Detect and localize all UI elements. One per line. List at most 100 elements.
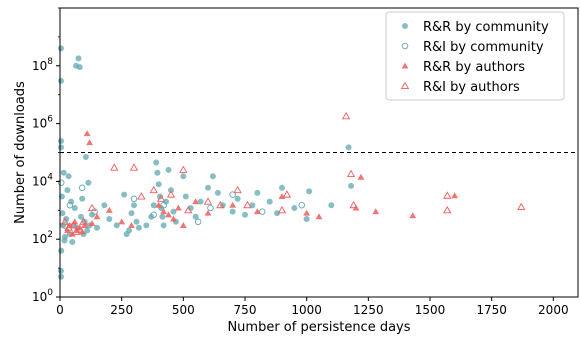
data-point — [66, 201, 74, 209]
data-point — [58, 137, 64, 144]
data-point — [451, 192, 459, 199]
legend-entry: R&R by authors — [401, 60, 525, 75]
legend-label: R&R by community — [423, 20, 549, 35]
data-point — [214, 189, 221, 196]
legend-marker-filled-circle-icon — [402, 23, 408, 29]
data-point — [180, 173, 187, 180]
data-point — [160, 208, 167, 215]
legend-marker-open-circle-icon — [401, 42, 409, 50]
legend-label: R&I by authors — [423, 80, 520, 95]
x-tick-label: 1750 — [476, 303, 507, 317]
legend-entry: R&R by community — [402, 20, 549, 35]
data-point — [254, 189, 261, 196]
data-point — [345, 144, 352, 151]
data-point — [160, 222, 167, 229]
data-point — [229, 191, 236, 198]
data-point — [85, 179, 92, 186]
data-point — [130, 195, 138, 203]
data-point — [298, 201, 305, 209]
data-point — [341, 111, 351, 120]
x-tick-label: 0 — [56, 303, 64, 317]
data-point — [249, 202, 256, 209]
data-point — [192, 198, 200, 205]
data-point — [279, 184, 285, 191]
data-point — [168, 187, 174, 194]
data-point — [66, 222, 74, 228]
y-axis-title: Number of downloads — [13, 81, 28, 224]
data-point — [192, 213, 199, 220]
data-point — [121, 191, 128, 198]
data-point — [182, 193, 189, 200]
data-point — [204, 209, 212, 216]
data-point — [59, 210, 66, 217]
legend-marker-shape — [401, 62, 409, 69]
data-point — [60, 169, 67, 176]
data-point — [71, 205, 78, 212]
x-axis-title: Number of persistence days — [227, 320, 410, 335]
data-point — [194, 218, 202, 226]
data-point — [58, 45, 64, 52]
data-point — [68, 230, 76, 237]
x-tick-label: 1000 — [291, 303, 322, 317]
data-point — [83, 130, 91, 137]
data-point — [113, 222, 120, 229]
data-point — [88, 220, 96, 227]
data-point — [242, 211, 248, 218]
data-point — [137, 192, 146, 200]
data-point — [443, 205, 452, 214]
data-point — [126, 227, 133, 234]
x-tick-label: 1500 — [415, 303, 446, 317]
data-point — [129, 163, 139, 171]
data-point — [155, 181, 162, 188]
legend-marker-open-triangle-icon — [400, 81, 410, 90]
data-point — [69, 221, 78, 229]
data-point — [68, 198, 75, 205]
data-point — [105, 206, 113, 213]
legend-label: R&R by authors — [423, 60, 525, 75]
data-point — [150, 211, 157, 219]
y-tick-label: 108 — [32, 57, 53, 73]
data-point — [179, 165, 188, 173]
data-point — [160, 201, 167, 209]
data-point — [372, 208, 380, 215]
x-tick-label: 250 — [110, 303, 133, 317]
data-point — [79, 217, 88, 225]
data-point — [303, 215, 310, 222]
data-point — [187, 205, 194, 212]
data-point — [58, 273, 64, 280]
data-point — [229, 208, 236, 215]
data-point — [259, 208, 266, 215]
x-axis-ticks: 0 250 500 750 1000 1250 1500 1750 2000 — [56, 297, 569, 317]
data-point — [303, 209, 311, 216]
data-point — [58, 77, 64, 84]
data-point — [61, 233, 68, 240]
data-point — [131, 202, 137, 209]
data-point — [205, 184, 211, 191]
data-point — [184, 205, 193, 214]
data-point — [156, 194, 166, 202]
data-point — [76, 224, 84, 231]
points-layer — [57, 45, 526, 280]
data-point — [175, 204, 182, 211]
data-point — [57, 179, 65, 186]
x-tick-label: 1250 — [353, 303, 384, 317]
data-point — [409, 212, 417, 219]
data-point — [58, 247, 65, 254]
data-point — [154, 169, 161, 176]
legend-marker-shape — [402, 23, 408, 29]
y-tick-label: 100 — [32, 288, 53, 304]
data-point — [266, 198, 273, 205]
data-point — [60, 217, 70, 225]
data-point — [179, 222, 187, 228]
data-point — [348, 182, 355, 189]
data-point — [159, 213, 166, 220]
legend-marker-filled-triangle-icon — [401, 62, 409, 69]
legend-entry: R&I by community — [401, 40, 544, 55]
data-point — [233, 185, 242, 194]
data-point — [58, 267, 64, 274]
data-point — [163, 198, 170, 205]
data-point — [357, 173, 365, 180]
data-point — [282, 190, 292, 198]
data-point — [89, 211, 96, 218]
data-point — [143, 222, 150, 229]
